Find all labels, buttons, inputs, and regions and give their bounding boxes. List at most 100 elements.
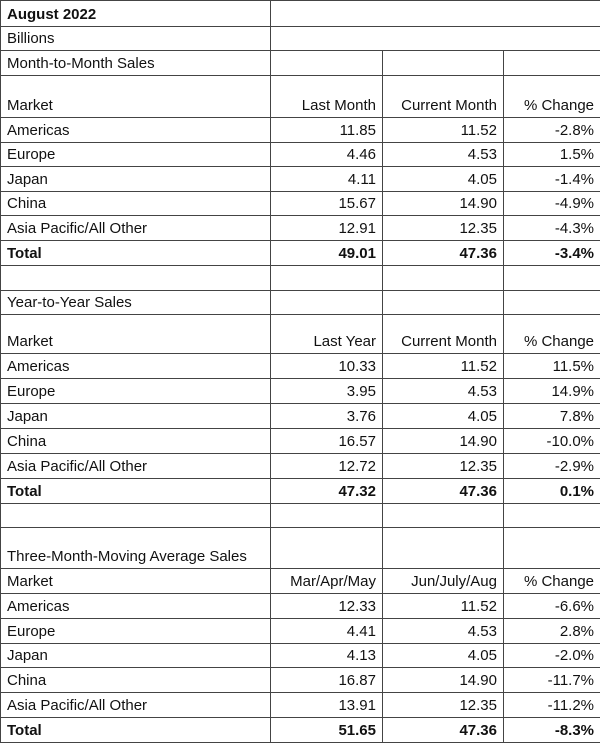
- value-cell: 11.52: [383, 118, 504, 143]
- market-name: Japan: [1, 167, 271, 192]
- value-cell: 11.85: [271, 118, 383, 143]
- market-name: Japan: [1, 643, 271, 668]
- total-value: 0.1%: [504, 478, 600, 503]
- market-name: Americas: [1, 118, 271, 143]
- value-cell: 11.52: [383, 353, 504, 378]
- market-name: Americas: [1, 353, 271, 378]
- empty-cell: [271, 51, 383, 76]
- blank-row: [1, 265, 600, 290]
- total-label: Total: [1, 240, 271, 265]
- total-label: Total: [1, 478, 271, 503]
- total-value: 47.32: [271, 478, 383, 503]
- empty-cell: [383, 265, 504, 290]
- empty-cell: [271, 1, 600, 27]
- value-cell: -2.0%: [504, 643, 600, 668]
- market-name: China: [1, 191, 271, 216]
- column-header: Jun/July/Aug: [383, 568, 504, 593]
- column-header: Market: [1, 568, 271, 593]
- empty-cell: [504, 265, 600, 290]
- value-cell: 4.05: [383, 643, 504, 668]
- value-cell: 3.76: [271, 403, 383, 428]
- empty-cell: [504, 503, 600, 527]
- value-cell: 12.91: [271, 216, 383, 241]
- value-cell: 16.87: [271, 668, 383, 693]
- column-header: % Change: [504, 314, 600, 353]
- value-cell: -11.2%: [504, 693, 600, 718]
- empty-cell: [271, 503, 383, 527]
- value-cell: 13.91: [271, 693, 383, 718]
- market-name: Europe: [1, 618, 271, 643]
- value-cell: 11.52: [383, 593, 504, 618]
- value-cell: 12.72: [271, 453, 383, 478]
- column-header: Current Month: [383, 76, 504, 118]
- market-name: China: [1, 668, 271, 693]
- total-value: 49.01: [271, 240, 383, 265]
- market-name: Asia Pacific/All Other: [1, 453, 271, 478]
- market-name: China: [1, 428, 271, 453]
- value-cell: 15.67: [271, 191, 383, 216]
- column-header: % Change: [504, 568, 600, 593]
- value-cell: -6.6%: [504, 593, 600, 618]
- empty-cell: [271, 290, 383, 314]
- section-heading: Year-to-Year Sales: [1, 290, 271, 314]
- value-cell: 10.33: [271, 353, 383, 378]
- empty-cell: [383, 503, 504, 527]
- empty-cell: [271, 27, 600, 51]
- market-name: Europe: [1, 142, 271, 167]
- value-cell: 12.35: [383, 216, 504, 241]
- column-header: Mar/Apr/May: [271, 568, 383, 593]
- value-cell: 14.90: [383, 668, 504, 693]
- value-cell: -4.3%: [504, 216, 600, 241]
- value-cell: 4.05: [383, 403, 504, 428]
- total-value: 51.65: [271, 717, 383, 742]
- section-heading: Three-Month-Moving Average Sales: [1, 527, 271, 568]
- value-cell: 4.41: [271, 618, 383, 643]
- column-header: Last Year: [271, 314, 383, 353]
- total-value: 47.36: [383, 478, 504, 503]
- column-header: Market: [1, 314, 271, 353]
- section-heading-row: Year-to-Year Sales: [1, 290, 600, 314]
- value-cell: -2.8%: [504, 118, 600, 143]
- value-cell: 4.11: [271, 167, 383, 192]
- total-value: -8.3%: [504, 717, 600, 742]
- report-title: August 2022: [1, 1, 271, 27]
- section-heading-row: Month-to-Month Sales: [1, 51, 600, 76]
- value-cell: 12.35: [383, 453, 504, 478]
- empty-cell: [271, 527, 383, 568]
- column-header: % Change: [504, 76, 600, 118]
- market-name: Asia Pacific/All Other: [1, 693, 271, 718]
- total-value: 47.36: [383, 717, 504, 742]
- value-cell: 4.53: [383, 378, 504, 403]
- total-label: Total: [1, 717, 271, 742]
- market-name: Americas: [1, 593, 271, 618]
- value-cell: 4.13: [271, 643, 383, 668]
- total-value: -3.4%: [504, 240, 600, 265]
- empty-cell: [383, 51, 504, 76]
- value-cell: 4.53: [383, 618, 504, 643]
- empty-cell: [383, 290, 504, 314]
- units-row: Billions: [1, 27, 600, 51]
- value-cell: 16.57: [271, 428, 383, 453]
- empty-cell: [504, 51, 600, 76]
- value-cell: 4.46: [271, 142, 383, 167]
- empty-cell: [504, 527, 600, 568]
- value-cell: 2.8%: [504, 618, 600, 643]
- market-name: Japan: [1, 403, 271, 428]
- value-cell: -2.9%: [504, 453, 600, 478]
- value-cell: 14.90: [383, 191, 504, 216]
